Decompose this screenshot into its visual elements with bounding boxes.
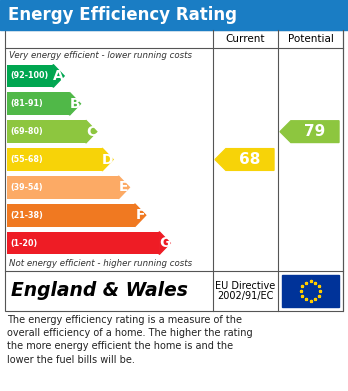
Polygon shape xyxy=(102,148,113,171)
Bar xyxy=(7,204,135,227)
Polygon shape xyxy=(159,231,170,255)
Text: EU Directive: EU Directive xyxy=(215,281,276,291)
Text: D: D xyxy=(102,152,113,167)
Bar xyxy=(7,231,159,255)
Bar xyxy=(7,176,118,199)
Text: (1-20): (1-20) xyxy=(10,239,37,248)
Text: (81-91): (81-91) xyxy=(10,99,43,108)
Polygon shape xyxy=(86,120,97,143)
Text: B: B xyxy=(70,97,80,111)
Text: (55-68): (55-68) xyxy=(10,155,43,164)
Text: (21-38): (21-38) xyxy=(10,211,43,220)
Polygon shape xyxy=(118,176,129,199)
Bar xyxy=(0,0,348,30)
Text: 79: 79 xyxy=(304,124,326,139)
Polygon shape xyxy=(280,121,339,142)
Text: 68: 68 xyxy=(239,152,261,167)
Text: Not energy efficient - higher running costs: Not energy efficient - higher running co… xyxy=(9,260,192,269)
Text: (69-80): (69-80) xyxy=(10,127,43,136)
Text: E: E xyxy=(119,180,129,194)
Text: (39-54): (39-54) xyxy=(10,183,42,192)
Text: G: G xyxy=(159,236,171,250)
Bar xyxy=(7,120,86,143)
Text: F: F xyxy=(135,208,145,222)
Polygon shape xyxy=(70,92,80,115)
Polygon shape xyxy=(135,204,146,227)
Bar xyxy=(5,30,343,311)
Text: A: A xyxy=(53,69,64,83)
Text: Potential: Potential xyxy=(287,34,333,44)
Bar xyxy=(282,275,339,307)
Bar xyxy=(7,65,53,87)
Bar xyxy=(7,148,102,171)
Text: England & Wales: England & Wales xyxy=(11,282,188,301)
Text: 2002/91/EC: 2002/91/EC xyxy=(217,291,274,301)
Text: Very energy efficient - lower running costs: Very energy efficient - lower running co… xyxy=(9,50,192,59)
Text: (92-100): (92-100) xyxy=(10,72,48,81)
Bar xyxy=(7,92,70,115)
Polygon shape xyxy=(53,65,64,87)
Text: Energy Efficiency Rating: Energy Efficiency Rating xyxy=(8,6,237,24)
Text: The energy efficiency rating is a measure of the
overall efficiency of a home. T: The energy efficiency rating is a measur… xyxy=(7,315,253,364)
Text: Current: Current xyxy=(226,34,265,44)
Text: C: C xyxy=(86,125,96,139)
Polygon shape xyxy=(215,149,274,170)
